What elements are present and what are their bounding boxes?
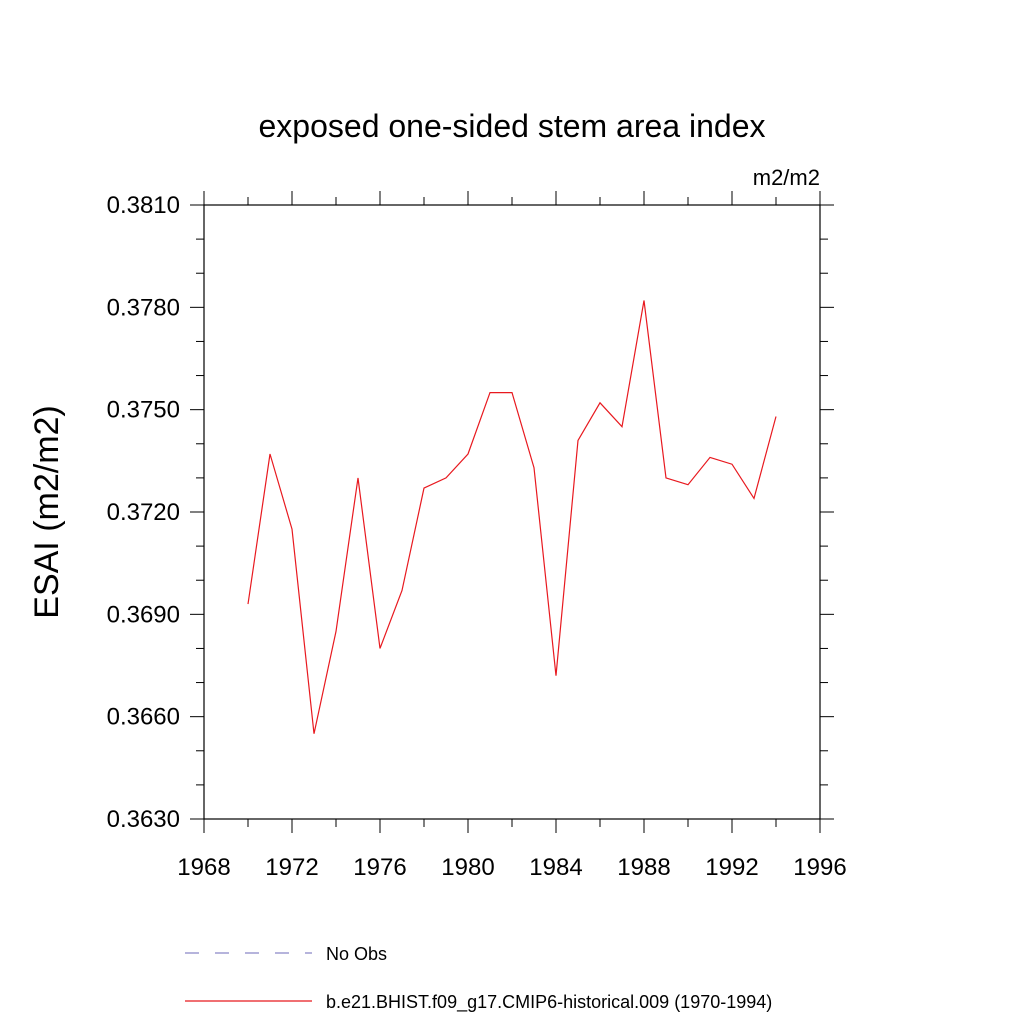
x-tick-label: 1980 (441, 854, 494, 881)
legend-label: b.e21.BHIST.f09_g17.CMIP6-historical.009… (326, 992, 772, 1013)
y-tick-label: 0.3660 (107, 704, 180, 731)
chart-title: exposed one-sided stem area index (259, 108, 766, 144)
y-tick-label: 0.3720 (107, 499, 180, 526)
axis-ticks: 1968 1972 1976 1980 1984 1988 1992 1996 0.3630 0.… (107, 191, 847, 881)
x-tick-label: 1992 (705, 854, 758, 881)
legend: No Obs b.e21.BHIST.f09_g17.CMIP6-historic… (185, 944, 772, 1013)
y-tick-label: 0.3690 (107, 601, 180, 628)
x-tick-label: 1988 (617, 854, 670, 881)
x-tick-label: 1984 (529, 854, 582, 881)
x-tick-label: 1968 (177, 854, 230, 881)
y-tick-label: 0.3810 (107, 192, 180, 219)
series-line (247, 300, 777, 734)
series-lines (247, 300, 777, 734)
x-tick-label: 1996 (793, 854, 846, 881)
y-axis-label: ESAI (m2/m2) (28, 405, 66, 618)
plot-frame (203, 204, 821, 820)
units-label: m2/m2 (753, 165, 820, 190)
x-tick-label: 1976 (353, 854, 406, 881)
legend-label: No Obs (326, 944, 387, 964)
y-tick-label: 0.3780 (107, 294, 180, 321)
y-tick-label: 0.3750 (107, 397, 180, 424)
plot-area (203, 204, 821, 820)
x-tick-label: 1972 (265, 854, 318, 881)
y-tick-label: 0.3630 (107, 806, 180, 833)
